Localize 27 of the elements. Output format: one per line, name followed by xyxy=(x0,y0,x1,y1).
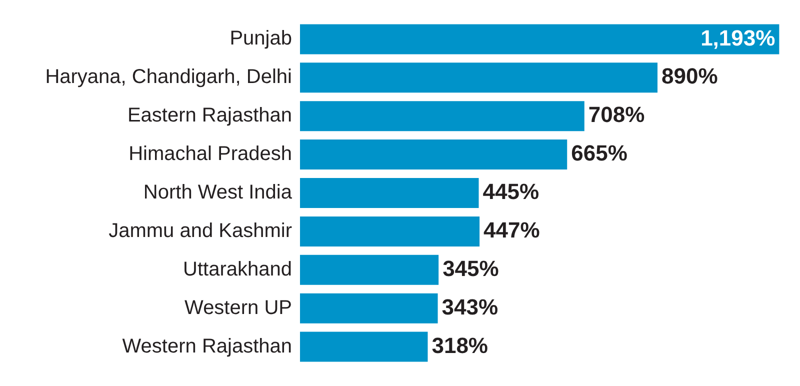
y-tick-label: Eastern Rajasthan xyxy=(127,104,292,127)
data-label: 708% xyxy=(588,102,645,128)
y-tick-label: Jammu and Kashmir xyxy=(108,220,292,242)
bar xyxy=(300,101,584,132)
data-label: 445% xyxy=(482,179,540,204)
y-tick-label: Haryana, Chandigarh, Delhi xyxy=(45,66,292,88)
data-label: 343% xyxy=(442,294,498,320)
bar xyxy=(300,178,479,208)
bar xyxy=(300,140,568,170)
data-label: 345% xyxy=(442,256,499,281)
bar xyxy=(300,24,780,54)
bar xyxy=(300,293,438,324)
y-tick-label: Western Rajasthan xyxy=(122,335,292,358)
y-tick-label: Himachal Pradesh xyxy=(128,143,292,166)
y-tick-label: Punjab xyxy=(230,28,292,50)
data-label: 665% xyxy=(571,140,628,166)
data-label: 318% xyxy=(432,332,488,358)
bar xyxy=(300,332,428,362)
data-label: 1,193% xyxy=(700,25,776,50)
bar xyxy=(300,216,480,246)
bar xyxy=(300,254,439,285)
y-tick-label: Western UP xyxy=(184,296,292,319)
data-label: 890% xyxy=(661,64,718,89)
data-label: 447% xyxy=(484,218,540,243)
bar xyxy=(300,62,658,93)
y-tick-label: Uttarakhand xyxy=(183,258,292,280)
y-tick-label: North West India xyxy=(143,182,293,204)
